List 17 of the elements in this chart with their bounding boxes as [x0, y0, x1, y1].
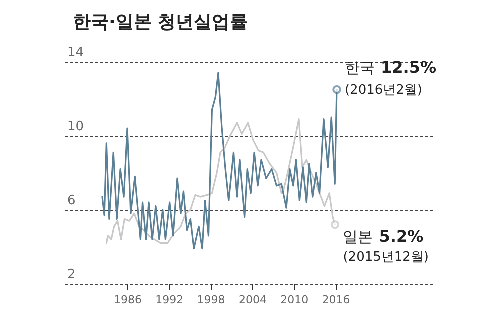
x-tick-label: 1992 [156, 294, 184, 306]
y-tick-label: 6 [68, 194, 76, 208]
x-tick-label: 2004 [238, 294, 267, 306]
chart-title: 한국·일본 청년실업률 [73, 12, 248, 33]
annotation: 12.5% [380, 58, 436, 77]
y-tick-label: 10 [68, 120, 84, 134]
x-tick-label: 1986 [114, 294, 142, 306]
annotation: (2016년2월) [344, 82, 422, 98]
x-tick-label: 1998 [197, 294, 226, 306]
x-tick-label: 2010 [280, 294, 309, 306]
y-tick-label: 14 [68, 46, 84, 60]
y-tick-label: 2 [68, 268, 76, 282]
series-label: 한국 [344, 58, 375, 77]
annotation: (2015년12월) [343, 250, 430, 265]
x-tick-label: 2016 [322, 294, 350, 306]
series-label: 일본 [343, 228, 374, 246]
annotation: 5.2% [379, 226, 424, 246]
